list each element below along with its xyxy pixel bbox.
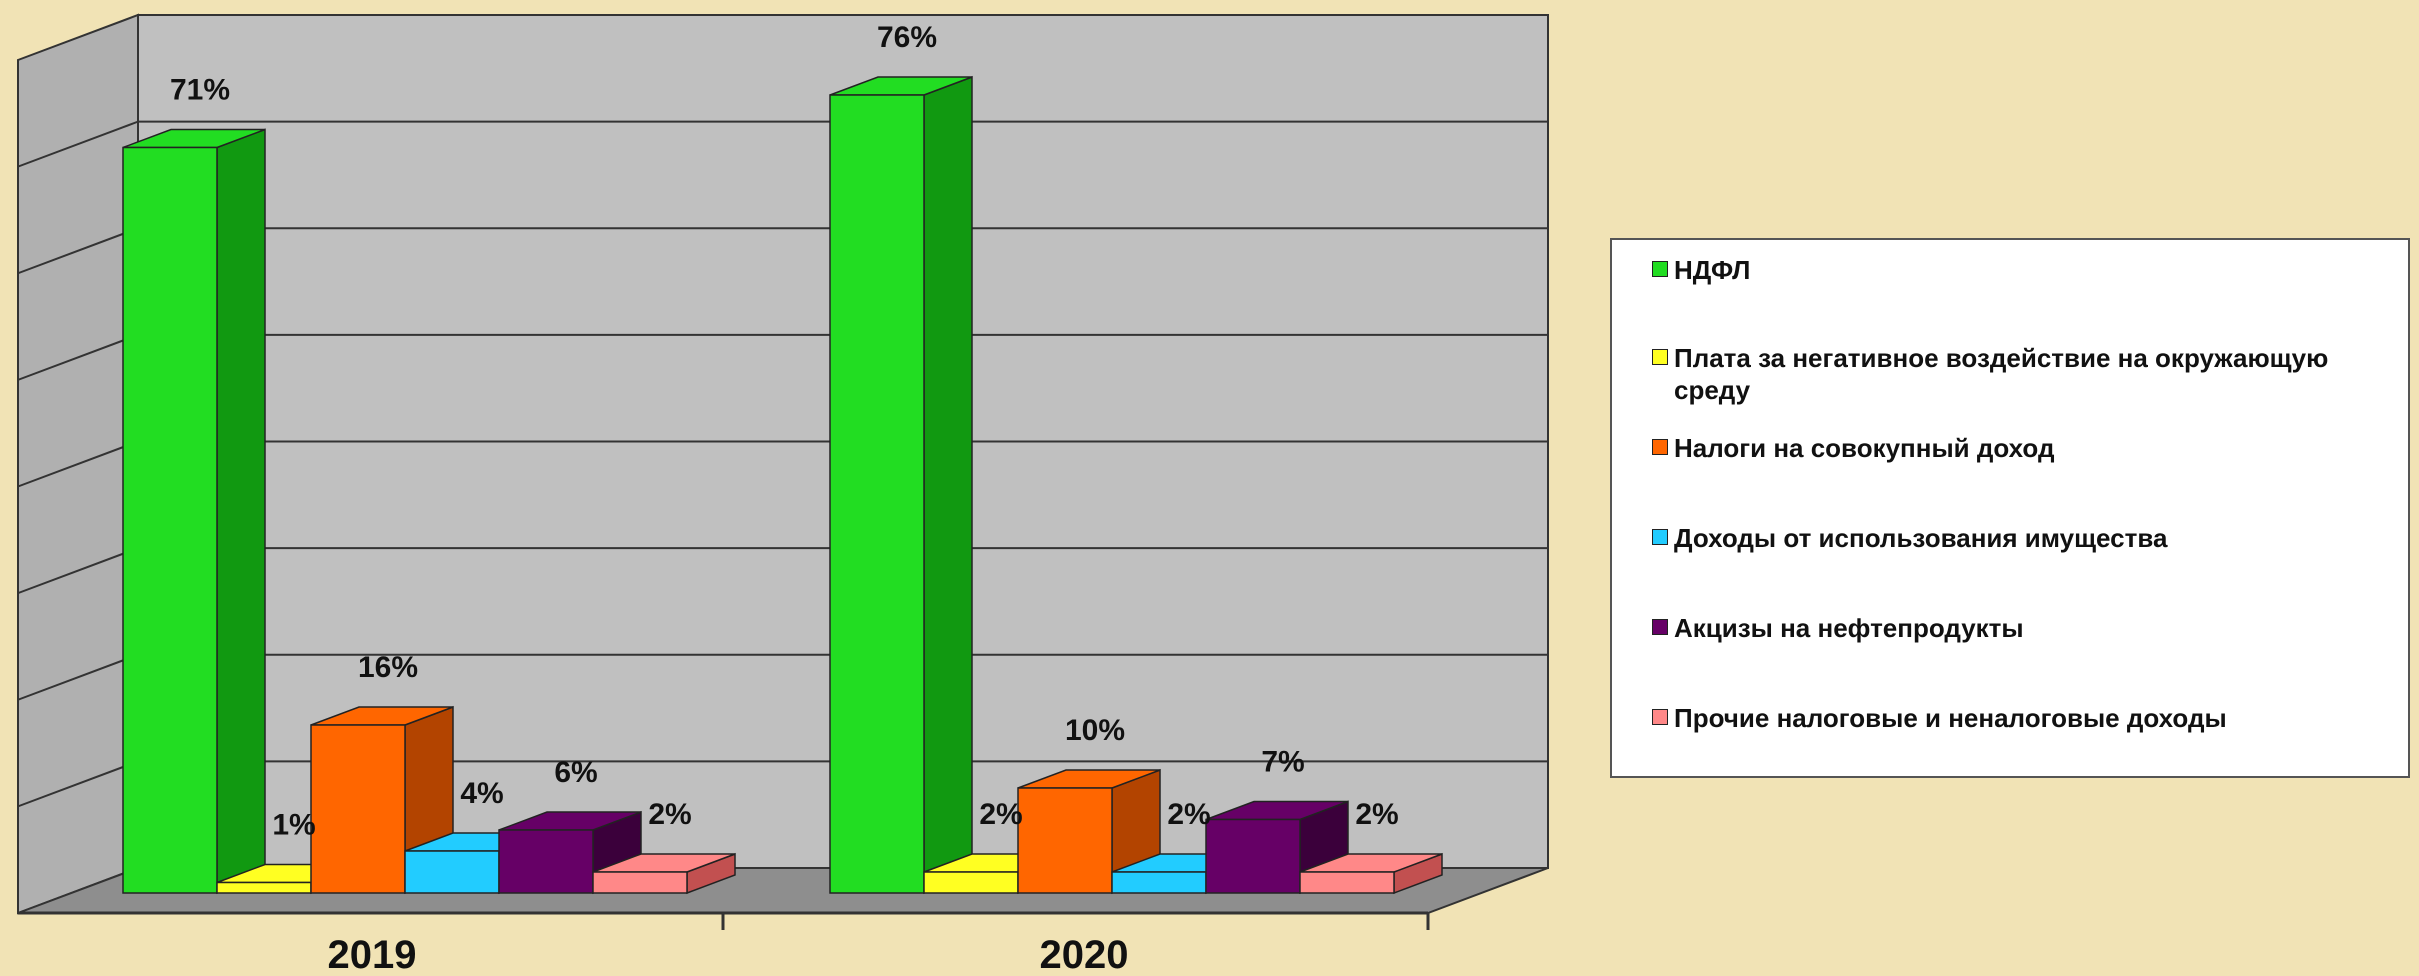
data-label: 2% xyxy=(1355,798,1398,831)
bar-front xyxy=(829,94,925,894)
bar xyxy=(592,852,736,895)
data-label: 1% xyxy=(272,809,315,842)
bar-front xyxy=(923,871,1019,894)
legend-label: Прочие налоговые и неналоговые доходы xyxy=(1674,703,2227,733)
bar-front xyxy=(122,146,218,894)
bar-front xyxy=(216,881,312,894)
bar xyxy=(1205,800,1349,895)
legend-item-aggregate-income-tax: Налоги на совокупный доход xyxy=(1652,432,2392,464)
legend-item-environment-fee: Плата за негативное воздействие на окруж… xyxy=(1652,342,2392,406)
bar-chart: 71% 1% 16% 4% 6% 2% 76% 2% 10% 2% 7% 2% 2019 2020 xyxy=(17,13,1549,976)
legend-swatch xyxy=(1652,439,1668,455)
gridline-side xyxy=(17,760,139,808)
data-label: 16% xyxy=(358,651,418,684)
legend-item-ndfl: НДФЛ xyxy=(1652,254,2392,286)
gridline-side xyxy=(17,653,139,701)
category-label-2019: 2019 xyxy=(328,933,417,976)
data-label: 76% xyxy=(877,21,937,54)
data-labels: 71% 1% 16% 4% 6% 2% 76% 2% 10% 2% 7% 2% xyxy=(170,21,1399,842)
legend-label: Плата за негативное воздействие на окруж… xyxy=(1674,343,2329,405)
legend-swatch xyxy=(1652,261,1668,277)
data-label: 4% xyxy=(460,777,503,810)
bar-side xyxy=(923,75,973,895)
bar-front xyxy=(498,829,594,894)
legend-swatch xyxy=(1652,619,1668,635)
gridline-side xyxy=(17,333,139,381)
gridline-side xyxy=(17,547,139,595)
legend-item-property-income: Доходы от использования имущества xyxy=(1652,522,2392,554)
category-label-2020: 2020 xyxy=(1040,933,1129,976)
bar-front xyxy=(310,724,406,894)
legend-swatch xyxy=(1652,349,1668,365)
bar-front xyxy=(1205,818,1301,894)
bar-side xyxy=(216,128,266,895)
bar-front xyxy=(1299,871,1395,894)
legend-swatch xyxy=(1652,709,1668,725)
legend-label: НДФЛ xyxy=(1674,255,1751,285)
legend-label: Налоги на совокупный доход xyxy=(1674,433,2055,463)
data-label: 2% xyxy=(648,798,691,831)
gridline-side xyxy=(17,440,139,488)
legend-item-other-income: Прочие налоговые и неналоговые доходы xyxy=(1652,702,2392,734)
bar xyxy=(1017,768,1161,895)
legend-label: Акцизы на нефтепродукты xyxy=(1674,613,2024,643)
data-label: 7% xyxy=(1261,746,1304,779)
data-label: 10% xyxy=(1065,714,1125,747)
legend: НДФЛ Плата за негативное воздействие на … xyxy=(1610,238,2410,778)
bar-front xyxy=(592,871,688,894)
bar-front xyxy=(404,850,500,894)
data-label: 2% xyxy=(979,798,1022,831)
legend-swatch xyxy=(1652,529,1668,545)
bar xyxy=(1299,852,1443,895)
gridline-side xyxy=(17,120,139,168)
bar-front xyxy=(1111,871,1207,894)
gridline-side xyxy=(17,227,139,275)
bar xyxy=(829,75,973,895)
legend-item-excise: Акцизы на нефтепродукты xyxy=(1652,612,2392,644)
bars xyxy=(122,75,1443,895)
data-label: 6% xyxy=(554,756,597,789)
data-label: 71% xyxy=(170,74,230,107)
bar-front xyxy=(1017,787,1113,894)
data-label: 2% xyxy=(1167,798,1210,831)
bar xyxy=(122,128,266,895)
legend-label: Доходы от использования имущества xyxy=(1674,523,2168,553)
